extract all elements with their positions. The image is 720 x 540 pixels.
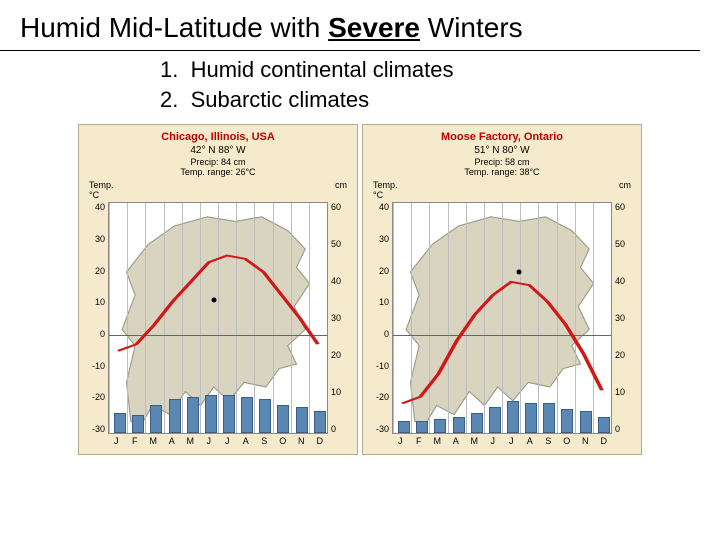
precip-axis-ticks: 6050403020100 (328, 202, 353, 434)
precip-bar (314, 411, 326, 433)
location-dot (211, 297, 216, 302)
precip-bar (434, 419, 446, 433)
city-precip: Precip: 58 cm (367, 157, 637, 168)
precip-bar (205, 395, 217, 433)
climograph-plot (392, 202, 612, 434)
precip-bar (489, 407, 501, 433)
city-range: Temp. range: 26°C (83, 167, 353, 178)
month-labels: JFMAMJJASOND (367, 436, 637, 446)
panel-header: Moose Factory, Ontario51° N 80° WPrecip:… (367, 131, 637, 178)
precip-axis-label: cm (619, 180, 631, 200)
precip-bar (416, 421, 428, 433)
city-range: Temp. range: 38°C (367, 167, 637, 178)
precip-bar (169, 399, 181, 433)
city-name: Moose Factory, Ontario (367, 131, 637, 144)
city-coords: 51° N 80° W (367, 145, 637, 157)
precip-bars (393, 373, 612, 433)
climograph-plot (108, 202, 328, 434)
precip-bar (296, 407, 308, 433)
city-coords: 42° N 88° W (83, 145, 353, 157)
panel-header: Chicago, Illinois, USA42° N 88° WPrecip:… (83, 131, 353, 178)
title-pre: Humid Mid-Latitude with (20, 12, 328, 43)
precip-bars (109, 373, 328, 433)
panel-moose: Moose Factory, Ontario51° N 80° WPrecip:… (362, 124, 642, 455)
chart-area: 403020100-10-20-30 6050403020100 (367, 202, 637, 434)
temp-axis-ticks: 403020100-10-20-30 (367, 202, 392, 434)
precip-axis-label: cm (335, 180, 347, 200)
precip-bar (114, 413, 126, 433)
precip-bar (398, 421, 410, 433)
precip-bar (471, 413, 483, 433)
chart-area: 403020100-10-20-30 6050403020100 (83, 202, 353, 434)
climate-list: 1. Humid continental climates 2. Subarct… (160, 55, 720, 114)
temp-axis-label: Temp.°C (89, 180, 114, 200)
month-labels: JFMAMJJASOND (83, 436, 353, 446)
temp-axis-label: Temp.°C (373, 180, 398, 200)
city-name: Chicago, Illinois, USA (83, 131, 353, 144)
axis-labels: Temp.°C cm (83, 180, 353, 200)
precip-bar (277, 405, 289, 433)
precip-bar (561, 409, 573, 433)
precip-bar (132, 415, 144, 433)
precip-bar (453, 417, 465, 433)
precip-bar (187, 397, 199, 433)
city-precip: Precip: 84 cm (83, 157, 353, 168)
precip-bar (507, 401, 519, 433)
precip-bar (598, 417, 610, 433)
page-title: Humid Mid-Latitude with Severe Winters (0, 0, 700, 51)
precip-bar (525, 403, 537, 433)
precip-bar (543, 403, 555, 433)
list-item: 2. Subarctic climates (160, 85, 720, 115)
panel-chicago: Chicago, Illinois, USA42° N 88° WPrecip:… (78, 124, 358, 455)
title-severe: Severe (328, 12, 420, 43)
precip-bar (259, 399, 271, 433)
precip-bar (241, 397, 253, 433)
axis-labels: Temp.°C cm (367, 180, 637, 200)
temp-axis-ticks: 403020100-10-20-30 (83, 202, 108, 434)
chart-panels: Chicago, Illinois, USA42° N 88° WPrecip:… (0, 124, 720, 455)
list-item: 1. Humid continental climates (160, 55, 720, 85)
location-dot (517, 270, 522, 275)
precip-bar (150, 405, 162, 433)
precip-bar (223, 395, 235, 433)
precip-axis-ticks: 6050403020100 (612, 202, 637, 434)
precip-bar (580, 411, 592, 433)
title-post: Winters (420, 12, 523, 43)
